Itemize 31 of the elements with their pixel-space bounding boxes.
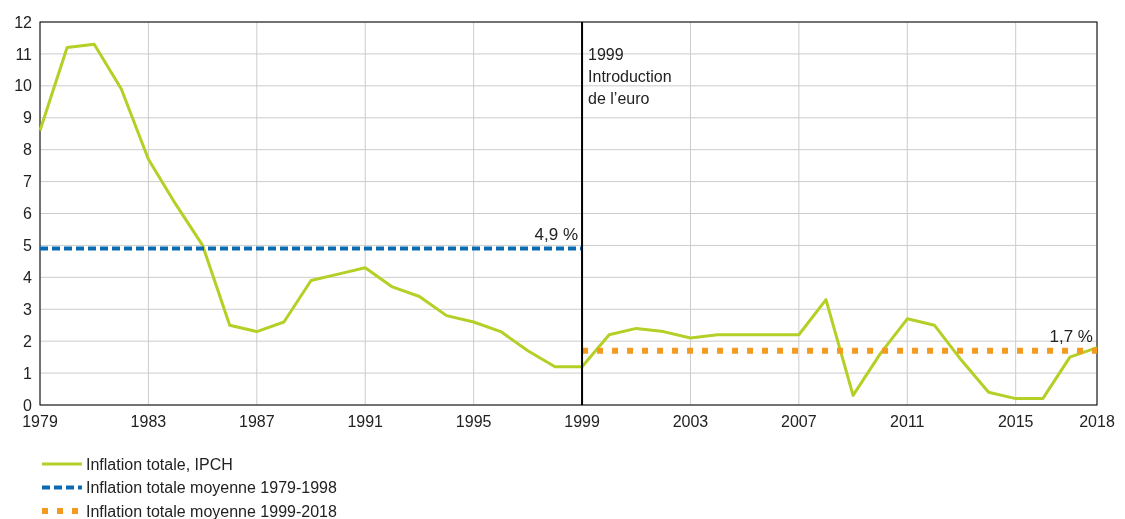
y-tick-label: 6	[23, 205, 33, 223]
x-tick-label: 2007	[781, 413, 817, 430]
annotation: 4,9 %	[534, 224, 579, 244]
y-tick-label: 10	[14, 77, 33, 95]
y-tick-label: 11	[15, 45, 33, 63]
y-tick-label: 2	[23, 332, 33, 350]
x-tick-label: 1983	[130, 413, 167, 430]
line-series	[38, 42, 1099, 401]
x-tick-label: 1995	[455, 413, 492, 430]
annotation: 1,7 %	[1049, 326, 1093, 346]
y-tick-label: 9	[23, 109, 33, 127]
x-tick-label: 1979	[22, 413, 58, 430]
x-tick-label: 2018	[1079, 413, 1115, 430]
x-tick-label: 2015	[997, 413, 1034, 430]
y-tick-label: 4	[23, 268, 33, 286]
ref-line-label: 1999 Introduction de l’euro	[588, 46, 672, 107]
y-tick-label: 5	[23, 237, 33, 255]
y-tick-label: 1	[23, 364, 33, 382]
y-tick-label: 12	[14, 13, 33, 31]
x-tick-label: 2011	[890, 413, 925, 430]
legend-label: Inflation totale, IPCH	[86, 455, 233, 473]
y-tick-label: 7	[23, 173, 33, 191]
y-tick-label: 8	[23, 141, 33, 159]
y-tick-label: 3	[23, 300, 33, 318]
legend-label: Inflation totale moyenne 1999-2018	[86, 502, 337, 519]
legend-label: Inflation totale moyenne 1979-1998	[86, 479, 337, 497]
x-tick-label: 1987	[239, 413, 275, 430]
x-tick-label: 1991	[347, 413, 384, 430]
x-tick-label: 2003	[672, 413, 709, 430]
y-tick-label: 0	[23, 396, 33, 414]
x-tick-label: 1999	[564, 413, 600, 430]
